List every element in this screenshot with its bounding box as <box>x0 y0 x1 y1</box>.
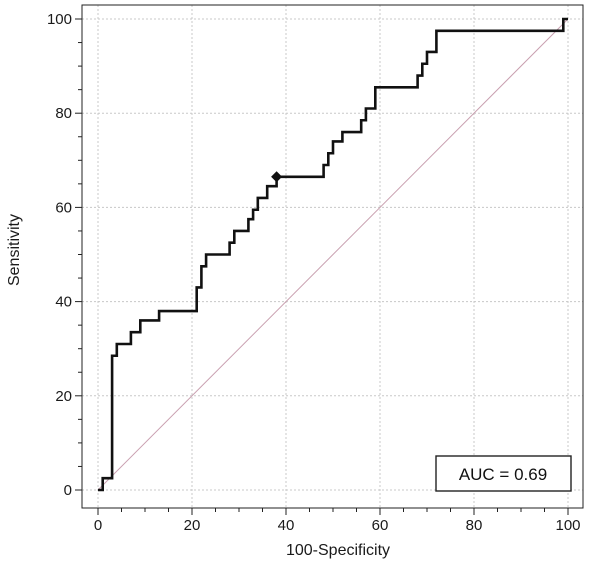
grid-lines <box>82 5 583 508</box>
auc-box-frame <box>435 455 572 492</box>
reference-diagonal-line <box>97 18 569 491</box>
auc-label: AUC = 0.69 <box>459 465 547 484</box>
optimal-cutoff-marker <box>271 171 283 183</box>
x-tick-label-0: 0 <box>94 517 102 534</box>
y-tick-label-40: 40 <box>55 294 72 311</box>
y-axis-title: Sensitivity <box>6 214 23 286</box>
y-tick-label-60: 60 <box>55 199 72 216</box>
x-axis-title: 100-Specificity <box>286 542 390 559</box>
y-tick-label-20: 20 <box>55 388 72 405</box>
y-tick-label-100: 100 <box>47 11 72 28</box>
plot-frame <box>81 4 584 509</box>
x-tick-label-80: 80 <box>466 517 483 534</box>
x-tick-label-60: 60 <box>372 517 389 534</box>
y-axis: 0 20 40 60 80 100 <box>47 11 82 499</box>
x-axis: 0 20 40 60 80 100 <box>94 508 581 534</box>
x-tick-label-40: 40 <box>278 517 295 534</box>
x-tick-label-20: 20 <box>184 517 201 534</box>
x-tick-label-100: 100 <box>555 517 580 534</box>
y-tick-label-0: 0 <box>64 482 72 499</box>
roc-curve-line <box>98 17 568 492</box>
auc-box: AUC = 0.69 <box>435 455 572 492</box>
y-tick-label-80: 80 <box>55 105 72 122</box>
